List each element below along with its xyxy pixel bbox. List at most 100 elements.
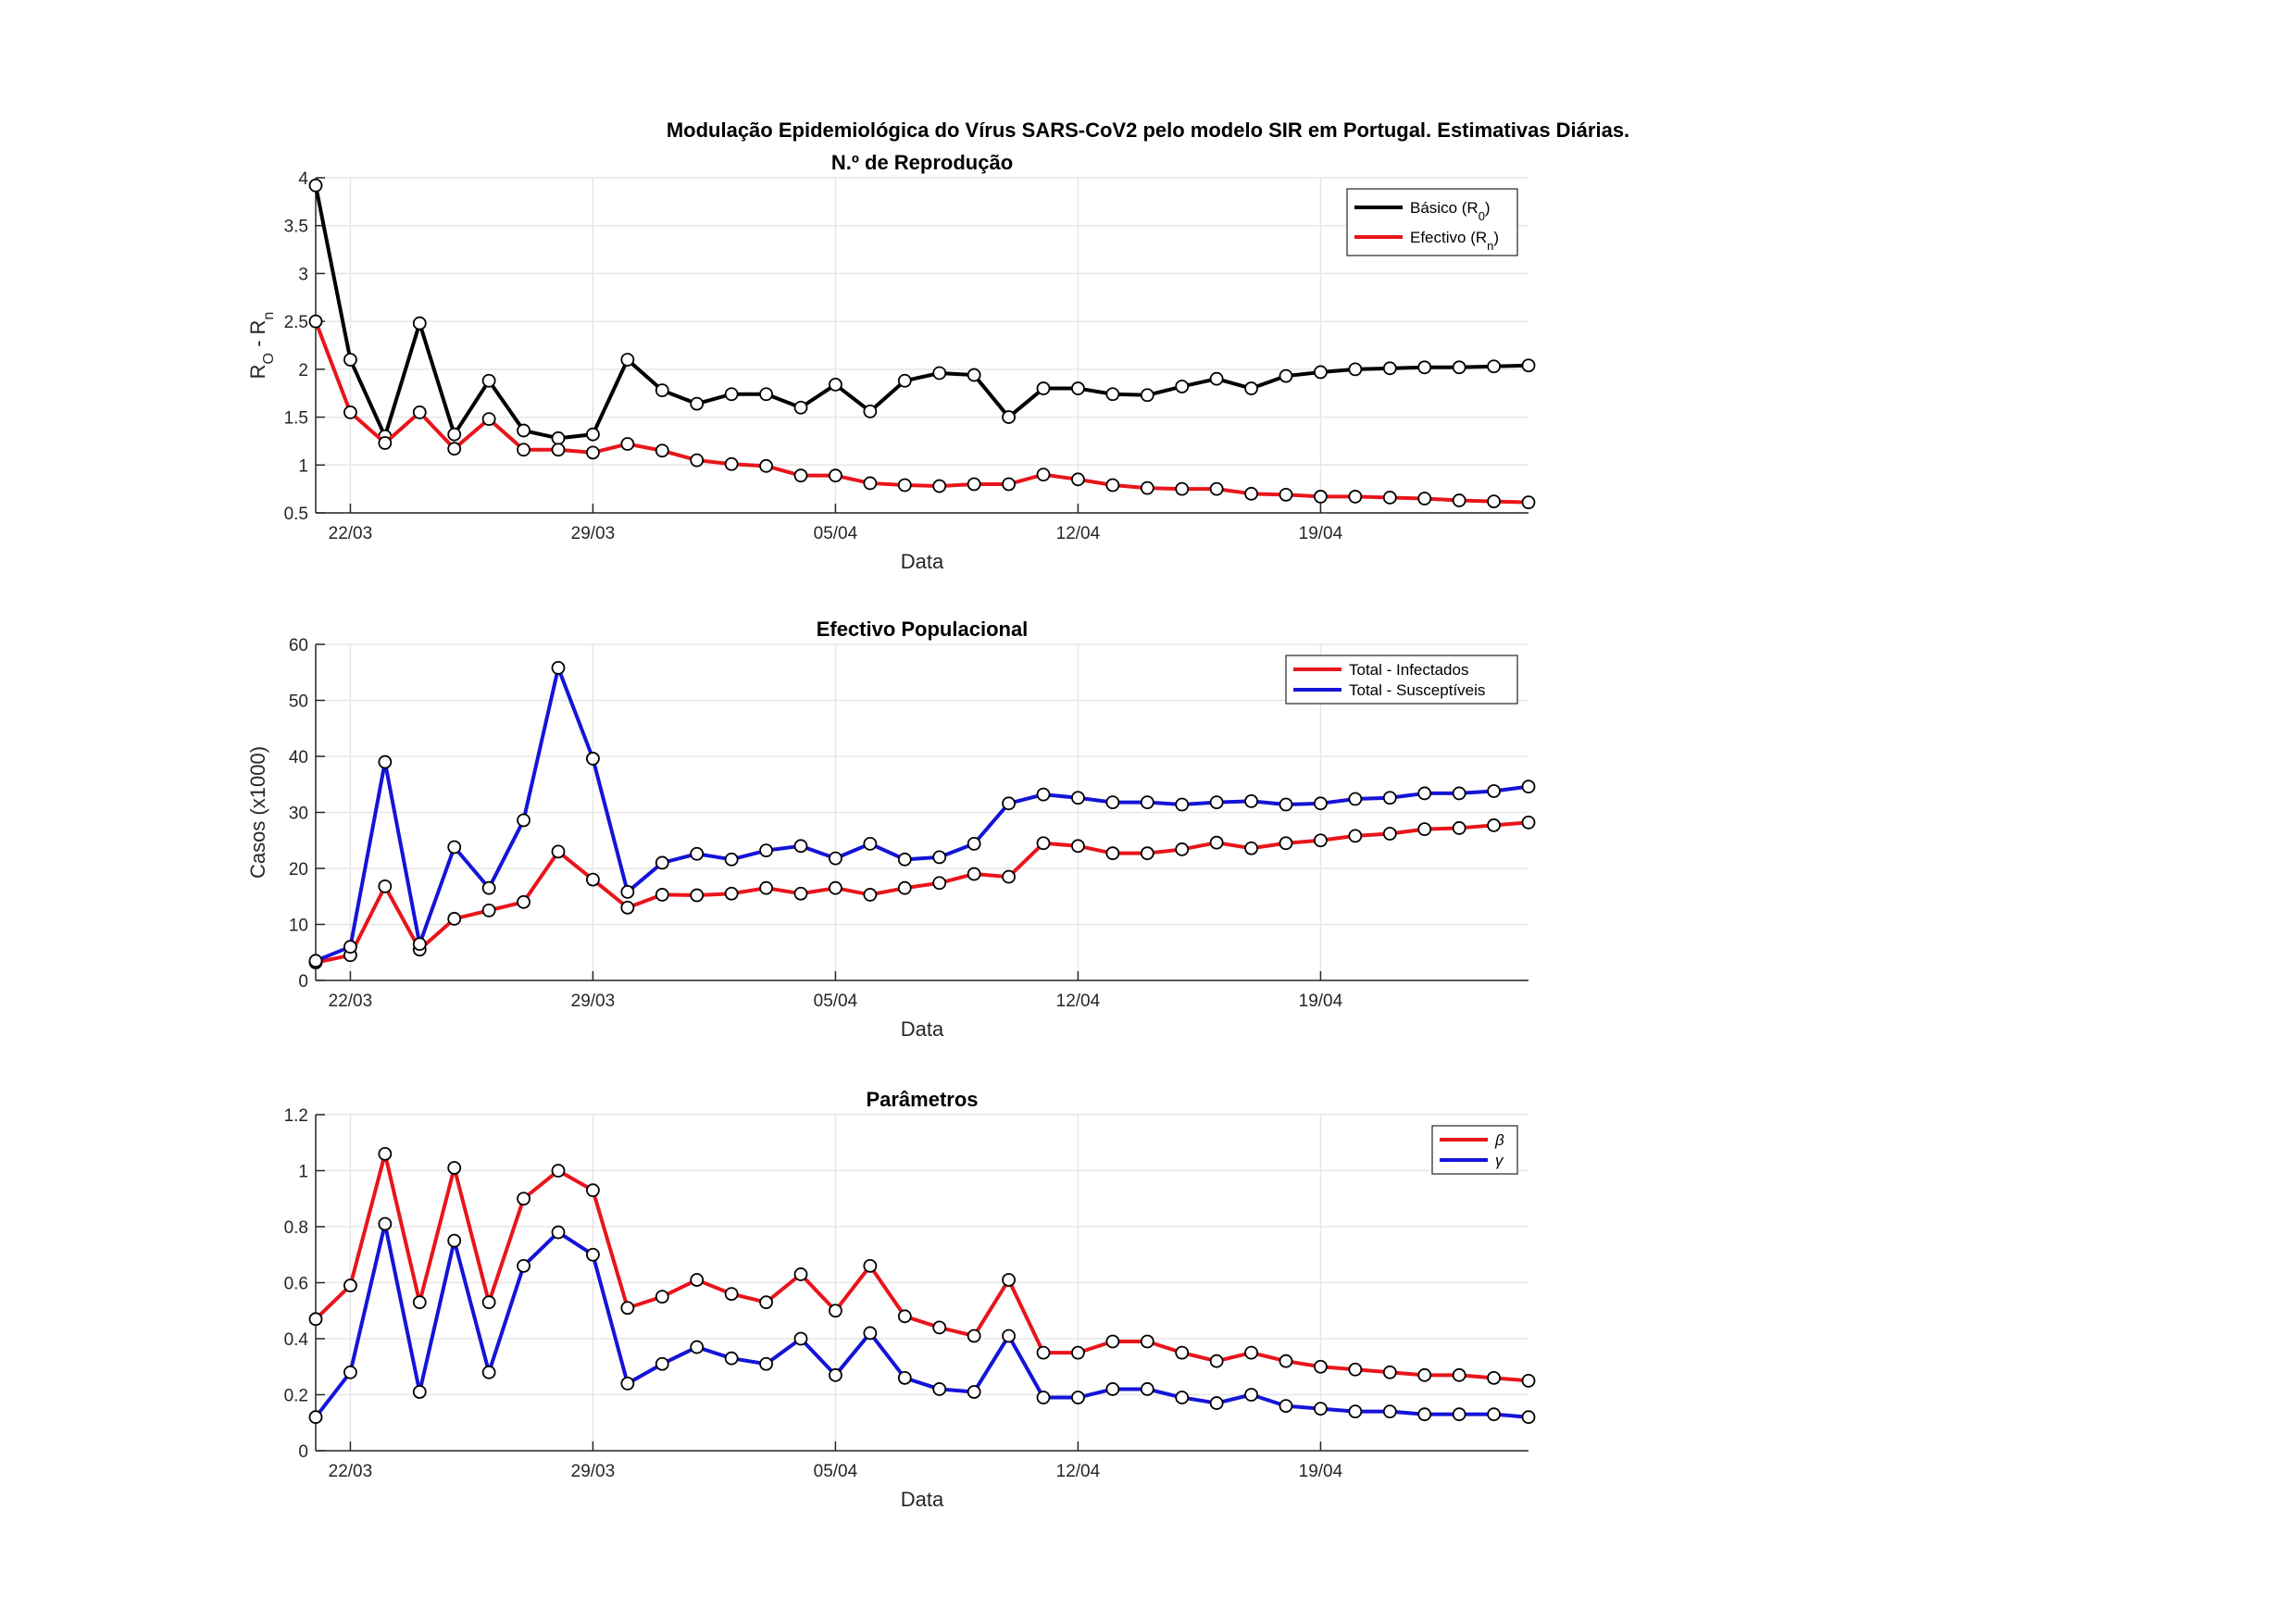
- reproduction-series-0-point-18: [932, 366, 947, 381]
- reproduction-series-1-point-2: [378, 436, 393, 450]
- reproduction-series-0-point-11: [690, 396, 705, 411]
- reproduction-series-1-point-18: [932, 479, 947, 493]
- reproduction-series-0-point-10: [655, 383, 669, 398]
- parameters-series-1-point-20: [1002, 1329, 1016, 1343]
- parameters-legend-label-1: γ: [1495, 1152, 1504, 1169]
- parameters-series-0-point-3: [412, 1295, 427, 1310]
- population-series-1-point-10: [655, 855, 669, 870]
- parameters-series-1-point-13: [759, 1356, 773, 1371]
- population-series-1-point-31: [1382, 791, 1397, 805]
- population-series-0-point-18: [932, 876, 947, 891]
- parameters-series-0-point-33: [1452, 1367, 1466, 1382]
- population-series-1-point-2: [378, 755, 393, 769]
- parameters-series-1-point-17: [897, 1370, 912, 1385]
- reproduction-y-tick-label-4: 2.5: [284, 313, 308, 332]
- population-series-0-point-14: [793, 886, 808, 901]
- population-series-1-point-3: [412, 937, 427, 952]
- population-series-1-point-13: [759, 843, 773, 858]
- population-series-0-point-23: [1105, 846, 1120, 861]
- reproduction-y-tick-label-3: 2: [298, 361, 308, 381]
- reproduction-series-0-point-23: [1105, 387, 1120, 402]
- reproduction-series-1-point-21: [1036, 468, 1051, 482]
- parameters-x-tick-label-1: 29/03: [571, 1462, 616, 1481]
- population-series-0-point-13: [759, 880, 773, 895]
- reproduction-series-0-point-12: [724, 387, 739, 402]
- reproduction-series-1-point-11: [690, 453, 705, 468]
- population-series-1-point-23: [1105, 795, 1120, 810]
- parameters-series-1-point-24: [1140, 1382, 1154, 1396]
- reproduction-series-0-point-26: [1209, 371, 1224, 386]
- population-series-1-point-9: [620, 885, 635, 899]
- parameters-series-0-point-32: [1417, 1367, 1432, 1382]
- parameters-series-0-point-6: [517, 1192, 530, 1206]
- parameters-x-tick-label-3: 12/04: [1056, 1462, 1101, 1481]
- parameters-y-tick-label-3: 0.6: [284, 1275, 308, 1294]
- population-series-0-point-4: [447, 912, 462, 926]
- parameters-series-0-point-30: [1348, 1362, 1363, 1377]
- reproduction-series-1-point-7: [551, 443, 566, 457]
- population-series-1-point-24: [1140, 795, 1154, 810]
- reproduction-series-1-point-19: [967, 477, 981, 492]
- reproduction-series-1-point-14: [793, 468, 808, 483]
- parameters-series-0-point-34: [1487, 1370, 1501, 1385]
- parameters-series-1-point-7: [551, 1225, 566, 1240]
- parameters-y-tick-label-1: 0.2: [284, 1387, 308, 1406]
- reproduction-series-1-point-22: [1071, 472, 1085, 487]
- population-series-0-point-29: [1314, 833, 1328, 848]
- reproduction-series-0-point-31: [1382, 361, 1397, 376]
- population-series-0-point-32: [1417, 822, 1432, 837]
- reproduction-series-0-point-24: [1140, 388, 1154, 403]
- population-series-1-point-19: [967, 836, 981, 851]
- reproduction-series-1-point-12: [724, 456, 739, 471]
- reproduction-series-0-point-4: [447, 427, 462, 442]
- reproduction-legend-label-1: Efectivo (Rn): [1410, 229, 1499, 253]
- population-series-0-point-6: [517, 894, 530, 909]
- population-y-tick-label-4: 40: [289, 748, 308, 767]
- population-series-0-line: [315, 820, 1529, 965]
- reproduction-x-tick-label-0: 22/03: [329, 524, 373, 543]
- parameters-series-1-point-22: [1071, 1391, 1085, 1404]
- reproduction-series-1-point-25: [1175, 481, 1190, 496]
- parameters-series-1-point-31: [1382, 1404, 1397, 1419]
- reproduction-y-tick-label-1: 1: [298, 456, 308, 476]
- parameters-series-1-point-15: [829, 1367, 842, 1382]
- parameters-y-tick-label-4: 0.8: [284, 1218, 308, 1238]
- population-series-0-point-9: [620, 900, 635, 915]
- parameters-series-1-point-25: [1175, 1391, 1190, 1404]
- reproduction-series-0-point-13: [759, 387, 773, 402]
- population-series-0-point-20: [1002, 869, 1016, 884]
- population-series-0-point-24: [1140, 846, 1154, 861]
- parameters-series-1-point-19: [967, 1385, 981, 1399]
- reproduction-y-tick-label-2: 1.5: [284, 409, 308, 429]
- population-series-1-point-8: [586, 752, 600, 766]
- reproduction-series-1-point-33: [1452, 493, 1466, 507]
- population-series-1-point-34: [1487, 784, 1501, 798]
- population-series-1-point-27: [1244, 794, 1258, 808]
- parameters-series-0-point-14: [793, 1267, 808, 1281]
- parameters-series-0-point-20: [1002, 1273, 1016, 1287]
- population-series-0-point-19: [967, 867, 981, 881]
- parameters-series-1-point-35: [1521, 1410, 1536, 1425]
- parameters-series-1-point-16: [863, 1326, 878, 1341]
- parameters-x-label: Data: [901, 1488, 944, 1511]
- parameters-series-0-point-24: [1140, 1334, 1154, 1349]
- parameters-y-tick-label-6: 1.2: [284, 1106, 308, 1126]
- population-legend-label-0: Total - Infectados: [1349, 661, 1468, 679]
- reproduction-series-1-point-6: [517, 443, 530, 457]
- reproduction-series-0-point-19: [967, 368, 981, 382]
- reproduction-series-0-point-9: [620, 353, 635, 367]
- population-series-1-point-17: [897, 852, 912, 867]
- parameters-series-0-point-22: [1071, 1345, 1085, 1360]
- reproduction-series-0-point-8: [586, 427, 600, 442]
- reproduction-series-1-point-32: [1417, 492, 1432, 505]
- parameters-y-tick-label-0: 0: [298, 1442, 308, 1462]
- population-series-1-point-4: [447, 840, 462, 855]
- parameters-series-1-point-8: [586, 1247, 600, 1262]
- reproduction-series-1-point-3: [412, 405, 427, 419]
- population-y-tick-label-3: 30: [289, 805, 308, 824]
- population-series-0-point-16: [863, 888, 878, 902]
- population-legend: [1285, 655, 1518, 705]
- reproduction-series-1-point-35: [1521, 495, 1536, 510]
- population-series-0-point-2: [378, 879, 393, 893]
- population-y-tick-label-5: 50: [289, 692, 308, 712]
